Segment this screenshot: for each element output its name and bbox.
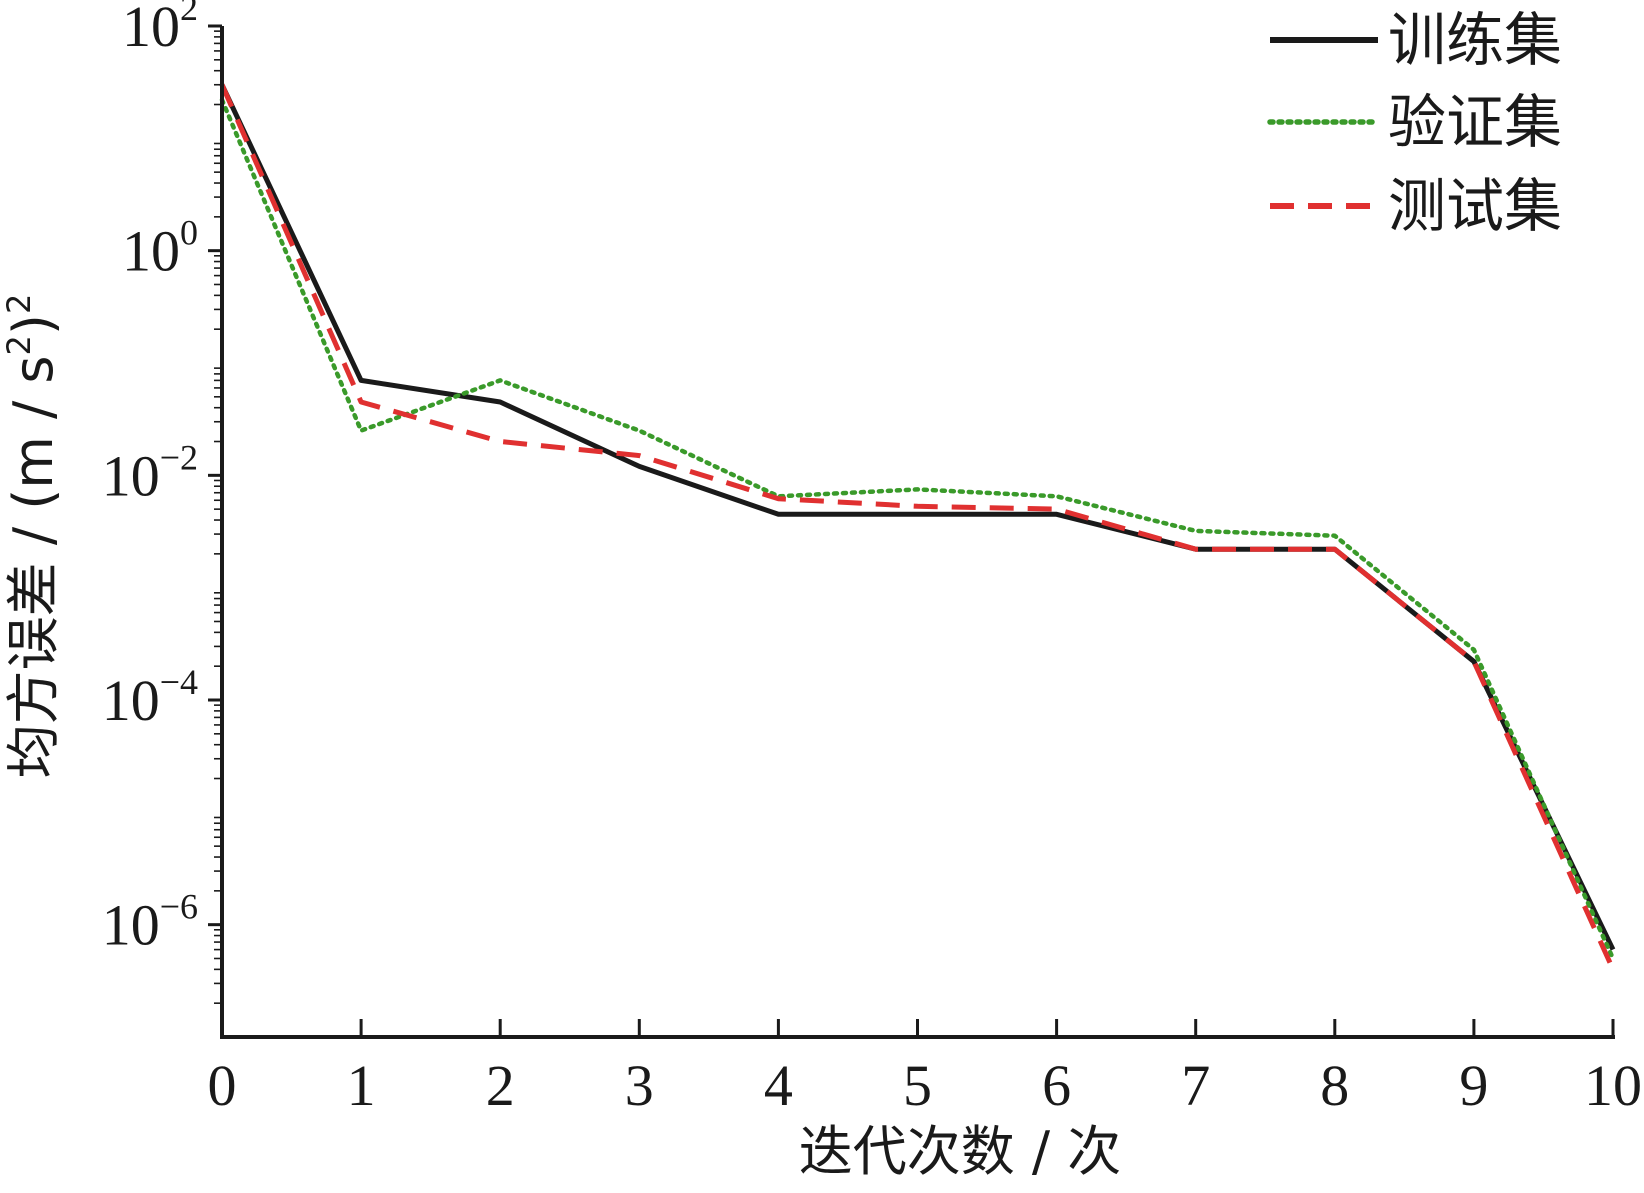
x-tick-label: 10 [1584,1053,1642,1118]
series-layer [219,83,1616,971]
x-tick-label: 3 [625,1053,654,1118]
y-axis-label-close: ) [2,314,65,335]
y-tick-label: 10−6 [102,887,198,958]
x-tick-label: 0 [208,1053,237,1118]
legend-label-3: 测试集 [1388,172,1562,240]
x-tick-label: 9 [1459,1053,1488,1118]
x-tick-label: 1 [347,1053,376,1118]
y-tick-label: 10−2 [102,437,198,508]
y-tick-label: 100 [122,213,198,284]
y-axis-label-inner-sup: 2 [0,335,38,355]
y-axis-label: 均方误差 / (m / s2)2 [0,294,65,779]
y-axis-label-outer-sup: 2 [0,294,38,314]
series-line-3 [219,83,1616,971]
y-tick-label: 102 [122,0,198,59]
legend-label-1: 训练集 [1388,6,1562,74]
y-ticks: 102 100 10−2 10−4 10−6 [102,0,222,958]
x-tick-label: 7 [1181,1053,1210,1118]
legend-label-2: 验证集 [1388,88,1562,156]
series-line-1 [219,83,1616,951]
x-axis-label: 迭代次数 / 次 [799,1120,1122,1183]
x-tick-label: 4 [764,1053,793,1118]
x-tick-label: 5 [903,1053,932,1118]
x-tick-label: 8 [1320,1053,1349,1118]
x-tick-label: 2 [486,1053,515,1118]
x-ticks: 0 1 2 3 4 5 6 7 8 9 10 [208,1019,1642,1118]
y-axis-label-main: 均方误差 / (m / s [2,355,65,778]
x-tick-label: 6 [1042,1053,1071,1118]
series-line-2 [219,97,1616,961]
y-tick-label: 10−4 [102,662,198,733]
